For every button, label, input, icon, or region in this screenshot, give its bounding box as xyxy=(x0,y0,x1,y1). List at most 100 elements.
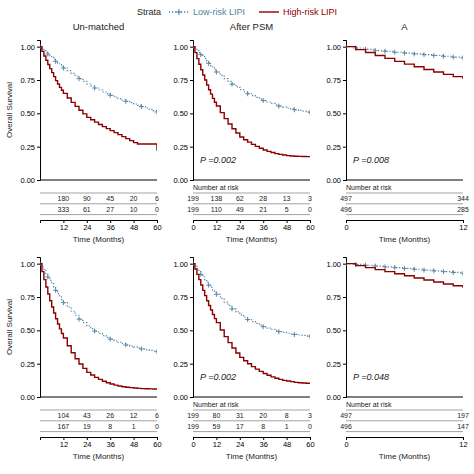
legend: Strata Low-risk LIPI High-risk LIPI xyxy=(137,7,337,17)
risk-count: 8 xyxy=(285,412,289,419)
x-tick-label: 36 xyxy=(107,440,115,449)
y-tick-label: 0.00 xyxy=(173,176,188,185)
plot-area xyxy=(40,261,157,389)
curve-marker xyxy=(123,343,128,348)
x-axis: 012 xyxy=(344,437,467,449)
y-axis-line xyxy=(343,258,347,398)
y-tick: 0.50 xyxy=(20,326,40,335)
y-tick-mark xyxy=(343,297,346,298)
y-tick: 0.50 xyxy=(326,326,346,335)
x-tick: 36 xyxy=(260,437,268,449)
curve-marker xyxy=(276,104,281,109)
plot-area xyxy=(346,44,463,79)
x-tick: 12 xyxy=(60,220,68,232)
y-tick: 0.00 xyxy=(173,393,193,402)
risk-count: 31 xyxy=(236,412,244,419)
x-tick: 12 xyxy=(213,437,221,449)
x-tick-label: 60 xyxy=(306,440,314,449)
y-axis-line xyxy=(343,41,347,181)
y-tick: 0.25 xyxy=(326,143,346,152)
legend-label: Low-risk LIPI xyxy=(193,7,245,17)
risk-count: 45 xyxy=(106,195,114,202)
risk-count: 6 xyxy=(155,195,159,202)
risk-table-label: Number at risk xyxy=(193,184,239,191)
risk-count: 10 xyxy=(130,206,138,213)
y-tick-mark xyxy=(343,264,346,265)
y-tick: 0.75 xyxy=(326,293,346,302)
risk-count: 19 xyxy=(83,423,91,430)
y-tick-label: 0.00 xyxy=(173,393,188,402)
x-tick-label: 12 xyxy=(213,440,221,449)
survival-curve xyxy=(193,264,310,384)
curve-marker xyxy=(230,82,235,87)
panel-title: Un-matched xyxy=(73,21,125,32)
curve-marker xyxy=(214,292,219,297)
y-tick-label: 1.00 xyxy=(173,43,188,52)
y-tick-label: 0.25 xyxy=(326,360,341,369)
risk-count: 199 xyxy=(187,412,199,419)
y-tick: 0.75 xyxy=(20,76,40,85)
plot-baseline xyxy=(193,397,310,398)
x-tick-label: 60 xyxy=(153,440,161,449)
y-tick-label: 0.75 xyxy=(326,293,341,302)
curve-marker xyxy=(308,110,311,115)
x-tick: 0 xyxy=(191,220,195,232)
annotation: P =0.002 xyxy=(200,155,236,165)
risk-count: 104 xyxy=(58,412,70,419)
y-tick-mark xyxy=(190,397,193,398)
risk-count: 147 xyxy=(457,423,469,430)
x-axis-title: Time (Months) xyxy=(226,452,278,461)
curve-marker xyxy=(392,50,397,55)
x-tick: 48 xyxy=(130,220,138,232)
risk-count: 90 xyxy=(83,195,91,202)
plot-baseline xyxy=(346,180,463,181)
y-tick-label: 0.50 xyxy=(20,109,35,118)
x-tick: 24 xyxy=(236,220,244,232)
y-axis-line xyxy=(37,258,41,398)
y-tick-mark xyxy=(343,397,346,398)
chart: Strata Low-risk LIPI High-risk LIPI Un-matc… xyxy=(0,0,474,474)
risk-count: 21 xyxy=(259,206,267,213)
risk-count: 49 xyxy=(236,206,244,213)
x-tick-label: 12 xyxy=(459,223,467,232)
y-tick-mark xyxy=(37,297,40,298)
y-tick-label: 1.00 xyxy=(326,260,341,269)
risk-count: 199 xyxy=(187,195,199,202)
x-tick-label: 60 xyxy=(306,223,314,232)
y-tick-label: 0.25 xyxy=(326,143,341,152)
curve-marker xyxy=(308,334,311,339)
y-axis: 0.000.250.500.751.00 xyxy=(20,258,40,402)
x-tick-label: 0 xyxy=(344,440,348,449)
survival-curve xyxy=(346,264,463,288)
curve-marker xyxy=(108,337,113,342)
y-axis-title: Overall Survival xyxy=(5,299,14,355)
curve-marker xyxy=(402,266,407,271)
risk-table-rule xyxy=(346,410,463,411)
curve-marker xyxy=(292,107,297,112)
curve-marker xyxy=(431,53,436,58)
y-tick-mark xyxy=(190,297,193,298)
risk-count: 138 xyxy=(211,195,223,202)
survival-curve xyxy=(40,264,157,352)
curve-marker xyxy=(53,59,58,64)
survival-curve xyxy=(40,264,157,389)
y-tick: 0.25 xyxy=(20,143,40,152)
y-tick-label: 1.00 xyxy=(326,43,341,52)
panel: 0.000.250.500.751.00Overall Survival1044… xyxy=(5,258,162,462)
y-tick-mark xyxy=(190,80,193,81)
risk-count: 3 xyxy=(308,195,312,202)
x-tick-label: 24 xyxy=(236,223,244,232)
legend-title: Strata xyxy=(137,7,161,17)
y-tick: 0.00 xyxy=(326,393,346,402)
risk-table-rule xyxy=(40,203,157,204)
risk-count: 344 xyxy=(457,195,469,202)
risk-count: 167 xyxy=(58,423,70,430)
risk-count: 197 xyxy=(457,412,469,419)
curve-marker xyxy=(422,52,427,57)
legend-label: High-risk LIPI xyxy=(283,7,337,17)
plot-baseline xyxy=(40,397,157,398)
y-tick-label: 1.00 xyxy=(173,260,188,269)
curve-marker xyxy=(206,283,211,288)
x-axis-line xyxy=(347,438,464,441)
risk-count: 13 xyxy=(283,195,291,202)
